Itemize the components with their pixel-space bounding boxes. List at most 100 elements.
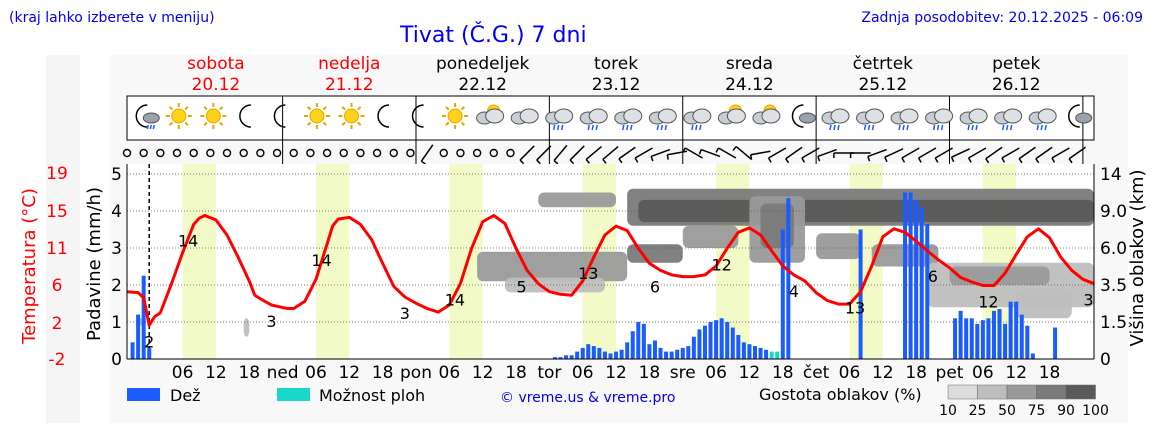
x-tick-label: tor bbox=[537, 363, 561, 383]
wind-barb-flag bbox=[767, 157, 772, 163]
sun-icon bbox=[200, 103, 227, 129]
precipitation-bars bbox=[130, 192, 1058, 359]
rain-drop bbox=[898, 124, 901, 131]
x-tick-label: ned bbox=[267, 363, 299, 383]
x-tick-label: 12 bbox=[1005, 363, 1027, 383]
rain-bar bbox=[147, 347, 152, 359]
rain-bar bbox=[1030, 353, 1035, 359]
cloud-scale-swatch bbox=[1065, 384, 1096, 400]
cloud-puff bbox=[899, 108, 919, 124]
cloud-scale-label: 10 bbox=[939, 403, 957, 419]
rain-bar bbox=[908, 192, 913, 359]
moon-cloud-icon bbox=[1068, 104, 1093, 128]
sun-ray bbox=[322, 106, 327, 111]
wind-barb-flag bbox=[519, 159, 525, 165]
rain-drop bbox=[699, 124, 702, 131]
wind-barb-flag bbox=[698, 149, 702, 155]
wind-barb-flag bbox=[867, 156, 871, 162]
rain-bar bbox=[1014, 301, 1019, 359]
cloud-rain-icon bbox=[890, 108, 919, 131]
cloud-scale-label: 90 bbox=[1057, 403, 1075, 419]
sun-ray bbox=[322, 121, 327, 126]
wind-barb-icon bbox=[634, 147, 653, 159]
temperature-label: 12 bbox=[978, 292, 998, 311]
rain-bar bbox=[591, 346, 596, 359]
rain-bar bbox=[741, 342, 746, 359]
x-tick-label: 12 bbox=[739, 363, 761, 383]
wind-barb-flag bbox=[985, 158, 990, 164]
sun-icon bbox=[338, 103, 365, 129]
sun-icon bbox=[442, 103, 469, 129]
menu-hint[interactable]: (kraj lahko izberete v meniju) bbox=[9, 10, 215, 26]
sun-ray bbox=[341, 121, 346, 126]
day-name: ponedeljek bbox=[436, 54, 530, 74]
rain-bar bbox=[1003, 323, 1008, 359]
temperature-axis-title: Temperatura (°C) bbox=[19, 188, 40, 345]
temperature-label: 6 bbox=[650, 277, 660, 296]
rain-bar bbox=[641, 323, 646, 359]
temperature-label: 3 bbox=[1083, 291, 1093, 310]
precip-tick-label: 3 bbox=[111, 239, 122, 259]
day-name: sreda bbox=[726, 54, 773, 74]
cloud-height-tick-label: 3.5 bbox=[1100, 276, 1127, 296]
rain-bar bbox=[664, 351, 669, 359]
x-tick-label: sre bbox=[670, 363, 696, 383]
wind-barb-flag bbox=[634, 157, 639, 163]
wind-barb-flag bbox=[536, 159, 541, 165]
calm-wind-icon bbox=[372, 148, 382, 158]
rain-bar bbox=[647, 344, 652, 359]
rain-drop bbox=[664, 124, 668, 131]
wind-barb-icon bbox=[768, 147, 787, 159]
cloud-puff bbox=[554, 108, 574, 124]
legend-cloud-density-label: Gostota oblakov (%) bbox=[759, 385, 922, 404]
rain-bar bbox=[597, 347, 602, 359]
sun-ray bbox=[203, 106, 208, 111]
sun-ray bbox=[445, 106, 450, 111]
rain-drop bbox=[971, 124, 974, 131]
day-name: sobota bbox=[187, 54, 245, 74]
cloud-height-tick-label: 9.0 bbox=[1100, 202, 1127, 222]
wind-barb-icon bbox=[968, 147, 987, 159]
wind-barb-icon bbox=[519, 145, 535, 161]
x-tick-label: 12 bbox=[338, 363, 360, 383]
temperature-label: 14 bbox=[445, 291, 465, 310]
calm-wind-icon bbox=[489, 148, 498, 158]
legend-rain-label: Dež bbox=[170, 386, 201, 405]
rain-drop bbox=[967, 124, 970, 131]
wind-barb-icon bbox=[602, 145, 619, 161]
rain-bar bbox=[697, 329, 702, 359]
cloud-patch bbox=[538, 192, 617, 208]
day-date: 21.12 bbox=[325, 75, 374, 95]
moon-rain-icon bbox=[135, 104, 160, 130]
wind-barb-flag bbox=[666, 154, 669, 160]
cloud-puff bbox=[865, 108, 885, 124]
sun-ray bbox=[203, 121, 208, 126]
moon-crescent bbox=[791, 104, 804, 128]
cloud-shape bbox=[798, 112, 816, 124]
x-tick-label: 12 bbox=[872, 363, 894, 383]
day-date: 26.12 bbox=[992, 75, 1041, 95]
calm-wind-icon bbox=[306, 148, 315, 158]
rain-drop bbox=[595, 124, 598, 131]
cloud-patch bbox=[243, 318, 250, 337]
last-update: Zadnja posodobitev: 20.12.2025 - 06:09 bbox=[861, 10, 1143, 26]
calm-wind-icon bbox=[272, 148, 282, 158]
cloud-puff bbox=[485, 108, 505, 124]
temperature-label: 2 bbox=[144, 332, 154, 351]
rain-bar bbox=[1008, 301, 1013, 359]
wind-barb-icon bbox=[684, 147, 703, 159]
wind-barb-icon bbox=[1018, 146, 1036, 160]
rain-bar bbox=[569, 355, 574, 359]
rain-drop bbox=[932, 124, 936, 131]
rain-drop bbox=[837, 124, 840, 131]
daylight-band bbox=[182, 164, 216, 359]
calm-wind-icon bbox=[189, 148, 198, 158]
day-date: 22.12 bbox=[458, 75, 507, 95]
rain-drop bbox=[622, 124, 625, 131]
sun-ray bbox=[341, 106, 346, 111]
cloud-rain-icon bbox=[579, 108, 608, 131]
copyright-link[interactable]: © vreme.us & vreme.pro bbox=[500, 390, 675, 406]
cloud-height-tick-label: 6.0 bbox=[1100, 239, 1127, 259]
rain-drop bbox=[556, 124, 560, 131]
rain-bar bbox=[575, 351, 580, 359]
